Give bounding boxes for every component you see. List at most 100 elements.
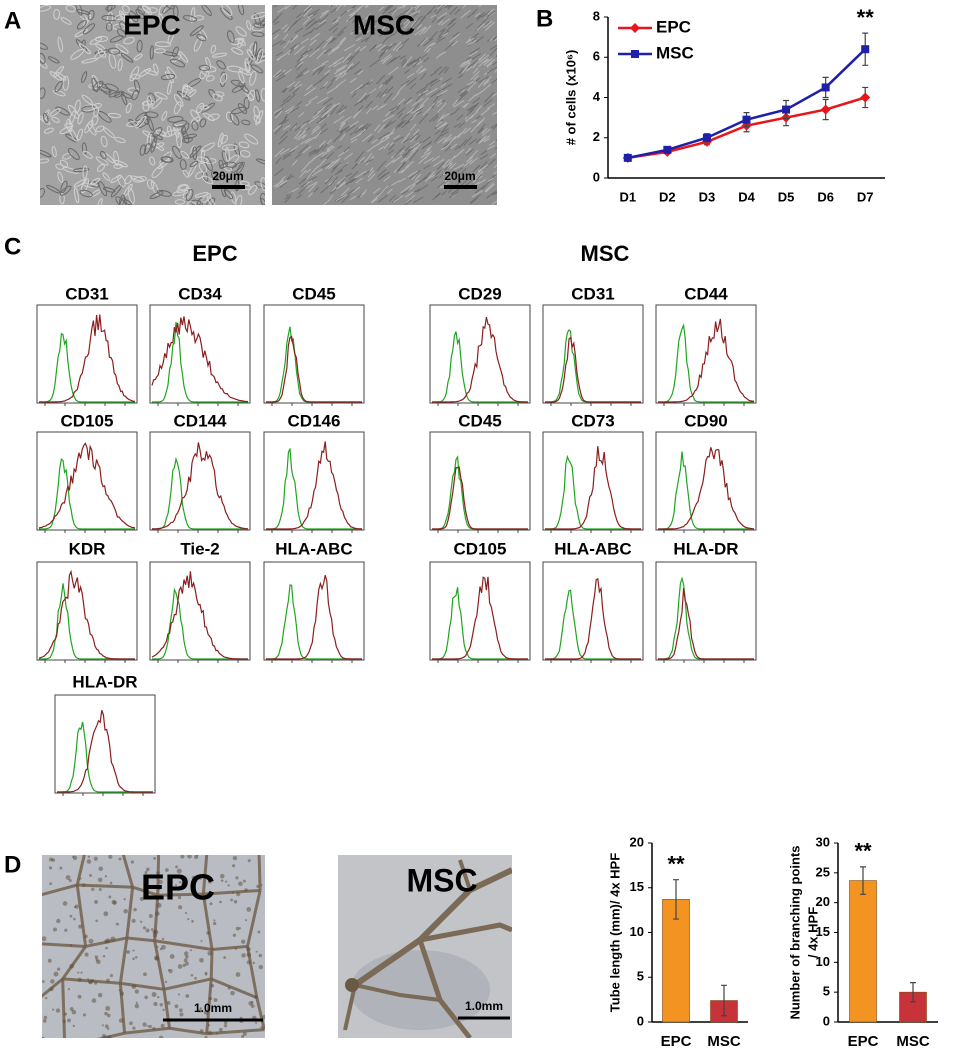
cell [152, 1026, 156, 1031]
cell [327, 46, 340, 56]
image-label: MSC [353, 9, 415, 40]
cell [437, 12, 448, 20]
y-tick-label: 4 [593, 89, 601, 104]
cell [105, 946, 108, 950]
cell [298, 179, 305, 185]
cell [393, 149, 402, 158]
cell [440, 123, 449, 134]
cell [312, 63, 325, 72]
cell [179, 159, 187, 170]
cell [409, 82, 417, 90]
cell [274, 148, 285, 158]
cell [329, 5, 333, 8]
cell [449, 33, 461, 43]
cell [330, 7, 337, 14]
cell [151, 165, 164, 179]
cell [160, 1023, 165, 1028]
cell [383, 120, 392, 129]
cell [402, 5, 407, 9]
cell [343, 146, 351, 153]
cell [403, 18, 412, 29]
cell [275, 157, 282, 165]
cell [384, 132, 395, 139]
histogram-curve [152, 456, 248, 530]
cell [452, 131, 464, 141]
cell [382, 58, 388, 65]
cell [451, 187, 461, 195]
cell [300, 54, 309, 61]
cell [332, 162, 342, 170]
cell [139, 896, 144, 902]
cell [401, 60, 408, 67]
cell [148, 1024, 152, 1029]
cell [131, 89, 139, 101]
marker-label: HLA-ABC [554, 539, 631, 558]
cell [406, 99, 413, 105]
cell [96, 198, 103, 205]
cell [390, 55, 401, 63]
cell [326, 82, 333, 89]
cell [172, 120, 188, 128]
cell [169, 58, 186, 68]
cell [279, 148, 290, 155]
cell [495, 139, 497, 142]
cell [395, 12, 405, 19]
cell [153, 48, 166, 54]
cell [383, 92, 394, 104]
cell [435, 37, 446, 44]
histogram-frame [542, 561, 644, 661]
cell [250, 64, 264, 74]
cell [426, 145, 432, 151]
cell [40, 5, 52, 12]
cell [125, 102, 132, 114]
legend-label: EPC [656, 17, 691, 36]
cell [303, 179, 313, 187]
cell [334, 169, 344, 176]
cell [364, 152, 373, 163]
cell [469, 47, 481, 55]
cell [382, 136, 390, 143]
x-tick-label: D7 [857, 189, 874, 204]
cell [465, 56, 471, 62]
cell [354, 46, 361, 52]
cell [432, 115, 439, 122]
cell [415, 176, 428, 185]
cell [435, 121, 442, 128]
cell [292, 86, 300, 95]
cell [492, 36, 497, 41]
image-label: MSC [406, 862, 477, 898]
cell [494, 69, 497, 73]
cell [104, 875, 107, 878]
x-tick-label: MSC [896, 1033, 930, 1050]
cell [103, 152, 115, 164]
cell [479, 154, 488, 160]
cell [331, 37, 338, 43]
cell [416, 38, 427, 47]
marker-label: HLA-ABC [275, 539, 352, 558]
cell [400, 79, 410, 87]
histogram-frame [429, 304, 531, 404]
cell [450, 167, 463, 176]
cell [392, 155, 403, 164]
cell [207, 879, 212, 884]
y-tick-label: 30 [816, 834, 830, 849]
cell [478, 53, 487, 61]
histogram-curve [152, 321, 248, 403]
cell [255, 110, 264, 126]
cell [468, 138, 478, 146]
cell [191, 920, 194, 923]
cell [431, 101, 438, 110]
cell [467, 11, 475, 19]
cell [415, 65, 423, 73]
cell [422, 106, 432, 116]
cell [413, 5, 420, 9]
cell [333, 102, 340, 108]
cell [496, 152, 497, 155]
cell [321, 109, 331, 119]
cell [401, 190, 409, 195]
cell [208, 997, 213, 1001]
cell [418, 113, 429, 124]
histogram-curve [432, 576, 528, 660]
cell [98, 82, 111, 95]
cell [420, 68, 428, 73]
